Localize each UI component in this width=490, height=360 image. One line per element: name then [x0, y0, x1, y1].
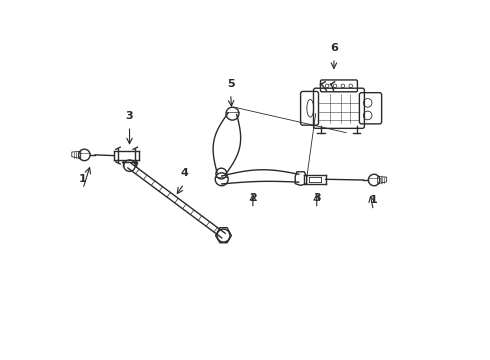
Text: 4: 4: [180, 168, 188, 178]
Text: 2: 2: [249, 193, 257, 203]
Text: 5: 5: [227, 78, 235, 89]
Text: 6: 6: [330, 43, 338, 53]
Text: 3: 3: [313, 193, 320, 203]
Text: 1: 1: [369, 195, 377, 205]
Text: 1: 1: [79, 174, 87, 184]
Text: 3: 3: [126, 111, 133, 121]
